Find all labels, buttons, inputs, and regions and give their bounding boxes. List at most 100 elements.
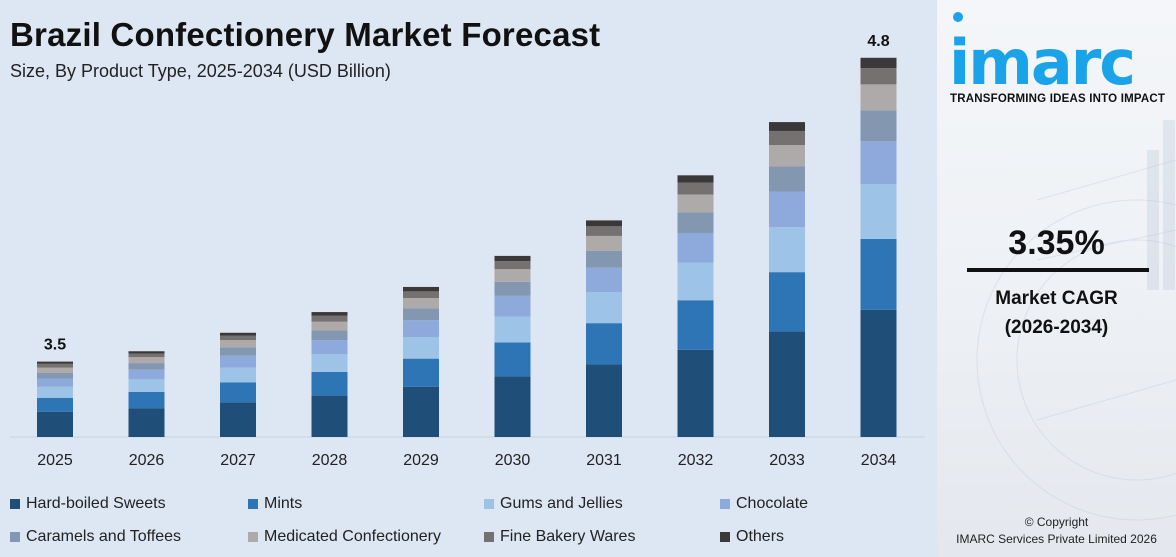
bar-segment	[677, 300, 714, 350]
x-tick-label: 2028	[312, 452, 348, 469]
bar-segment	[494, 281, 531, 296]
bar-segment	[769, 227, 805, 273]
bar-segment	[311, 371, 348, 396]
bar-segment	[860, 184, 897, 239]
bar-segment	[494, 261, 531, 270]
x-tick-label: 2027	[220, 452, 256, 469]
legend-label: Caramels and Toffees	[26, 528, 182, 545]
legend-swatch	[248, 499, 258, 509]
cagr-label-block: Market CAGR (2026-2034)	[937, 284, 1176, 342]
legend-swatch	[720, 532, 730, 542]
chart-subtitle: Size, By Product Type, 2025-2034 (USD Bi…	[10, 61, 391, 81]
cagr-divider	[967, 268, 1149, 272]
bar-segment	[403, 291, 439, 299]
bar-segment	[311, 395, 348, 437]
logo-tagline: TRANSFORMING IDEAS INTO IMPACT	[950, 93, 1166, 105]
bar-segment	[860, 57, 897, 69]
bar-segment	[769, 191, 805, 228]
bar-segment	[769, 166, 805, 192]
cagr-value: 3.35%	[1008, 224, 1105, 262]
bar-segment	[37, 367, 73, 373]
bar-segment	[860, 68, 897, 85]
bar-segment	[403, 308, 439, 321]
legend-label: Others	[736, 528, 785, 545]
background-graph-decoration	[976, 120, 1176, 521]
bar-segment	[860, 141, 897, 185]
x-tick-label: 2030	[495, 452, 531, 469]
bar-segment	[677, 175, 714, 183]
bar-segment	[494, 316, 531, 343]
bar-segment	[403, 286, 439, 292]
x-tick-label: 2031	[586, 452, 622, 469]
legend-swatch	[484, 532, 494, 542]
bar-segment	[769, 331, 805, 437]
bar-segment	[37, 363, 73, 368]
bar-segment	[220, 382, 256, 403]
bar-segment	[769, 130, 805, 146]
legend-item: Others	[720, 528, 784, 546]
bar-segment	[403, 320, 439, 338]
bar-segment	[37, 372, 73, 379]
legend-label: Hard-boiled Sweets	[26, 495, 166, 512]
bar-segment	[586, 364, 622, 437]
bar-segment	[860, 110, 897, 142]
legend-item: Chocolate	[720, 495, 808, 513]
legend-swatch	[10, 532, 20, 542]
bar-segment	[494, 342, 531, 377]
bar-segment	[311, 312, 348, 316]
legend-item: Gums and Jellies	[484, 495, 623, 513]
bar-segment	[37, 411, 73, 437]
bar-segment	[37, 361, 73, 364]
bar-segment	[128, 408, 165, 437]
legend-item: Hard-boiled Sweets	[10, 495, 166, 513]
bar-segment	[769, 145, 805, 167]
bar-segment	[220, 332, 256, 336]
bar-segment	[860, 84, 897, 111]
bar-segment	[311, 315, 348, 322]
copyright-line-1: © Copyright	[1024, 515, 1089, 529]
bar-segment	[128, 353, 165, 358]
bar-segment	[220, 347, 256, 356]
legend-item: Caramels and Toffees	[10, 528, 181, 546]
legend-label: Medicated Confectionery	[264, 528, 441, 545]
bar-segment	[311, 354, 348, 372]
x-tick-label: 2025	[37, 452, 73, 469]
bar-segment	[494, 269, 531, 282]
bar-segment	[769, 122, 805, 131]
bar-segment	[860, 238, 897, 310]
bar-segment	[128, 351, 165, 354]
x-tick-label: 2029	[403, 452, 439, 469]
bar-segment	[677, 232, 714, 263]
bar-segment	[586, 235, 622, 251]
bar-segment	[494, 255, 531, 262]
bar-segment	[403, 337, 439, 359]
legend-label: Mints	[264, 495, 303, 512]
bar-segment	[128, 363, 165, 370]
bar-segment	[37, 397, 73, 412]
bar-segment	[586, 250, 622, 268]
brand-panel: imarc TRANSFORMING IDEAS INTO IMPACT 3.3…	[937, 0, 1176, 557]
cagr-period: (2026-2034)	[1004, 317, 1109, 338]
bar-segment	[860, 309, 897, 437]
bar-segment	[586, 292, 622, 324]
legend-item: Fine Bakery Wares	[484, 528, 635, 546]
legend-item: Mints	[248, 495, 302, 513]
bar-segment	[586, 226, 622, 236]
bar-segment	[677, 212, 714, 233]
bar-segment	[677, 194, 714, 213]
bar-segment	[220, 340, 256, 348]
bar-segment	[677, 182, 714, 195]
bar-segment	[220, 367, 256, 383]
bar-segment	[311, 321, 348, 331]
bar-segment	[128, 379, 165, 392]
imarc-logo: imarc	[949, 26, 1136, 99]
cagr-label: Market CAGR	[995, 288, 1118, 309]
bar-segment	[311, 340, 348, 355]
legend-swatch	[248, 532, 258, 542]
x-tick-label: 2033	[769, 452, 805, 469]
bar-segment	[403, 298, 439, 309]
bar-segment	[128, 357, 165, 364]
bar-segment	[586, 220, 622, 227]
bar-segment	[403, 358, 439, 387]
chart-panel: Brazil Confectionery Market Forecast Siz…	[10, 16, 925, 546]
